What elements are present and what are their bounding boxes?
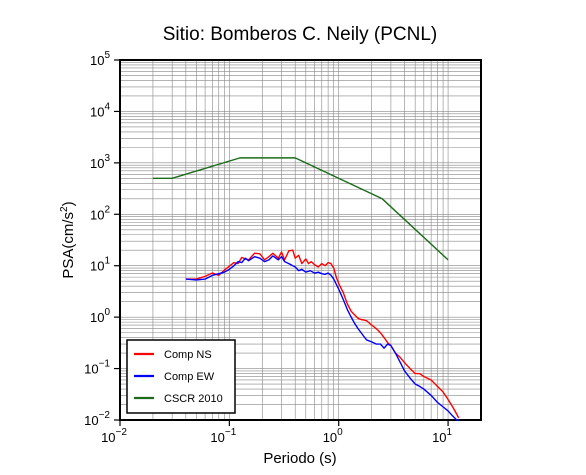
y-ticks: 10−2 10−1 100 101 102 103 104 105	[84, 50, 120, 428]
y-tick-label: 105	[90, 50, 110, 68]
y-tick-label: 103	[90, 153, 110, 171]
x-tick-label: 100	[323, 427, 343, 445]
y-tick-label: 102	[90, 204, 110, 222]
x-axis-label: Periodo (s)	[263, 450, 336, 467]
y-axis-label-main: PSA(cm/s	[60, 212, 77, 279]
legend-label: Comp NS	[164, 349, 212, 361]
y-tick-label: 10−1	[84, 359, 110, 377]
plot-border	[119, 59, 482, 421]
y-tick-label: 10−2	[84, 410, 110, 428]
series-group	[152, 157, 460, 421]
y-axis-label-close: )	[60, 201, 77, 206]
legend-label: Comp EW	[164, 371, 215, 383]
x-ticks: 10−2 10−1 100 101	[101, 420, 453, 445]
series-line-2	[152, 157, 449, 261]
y-tick-label: 100	[90, 307, 110, 325]
legend: Comp NS Comp EW CSCR 2010	[126, 339, 236, 414]
series-line-1	[185, 255, 459, 421]
x-tick-label: 10−2	[101, 427, 127, 445]
y-tick-label: 104	[90, 101, 110, 119]
legend-label: CSCR 2010	[164, 393, 223, 405]
y-tick-label: 101	[90, 256, 110, 274]
x-tick-label: 10−1	[210, 427, 236, 445]
x-tick-label: 101	[432, 427, 452, 445]
plot-frame	[119, 59, 482, 421]
y-axis-label-exponent: 2	[59, 206, 70, 212]
chart-title: Sitio: Bomberos C. Neily (PCNL)	[163, 24, 438, 45]
y-axis-label: PSA(cm/s2)	[59, 201, 77, 278]
grid	[120, 60, 481, 420]
